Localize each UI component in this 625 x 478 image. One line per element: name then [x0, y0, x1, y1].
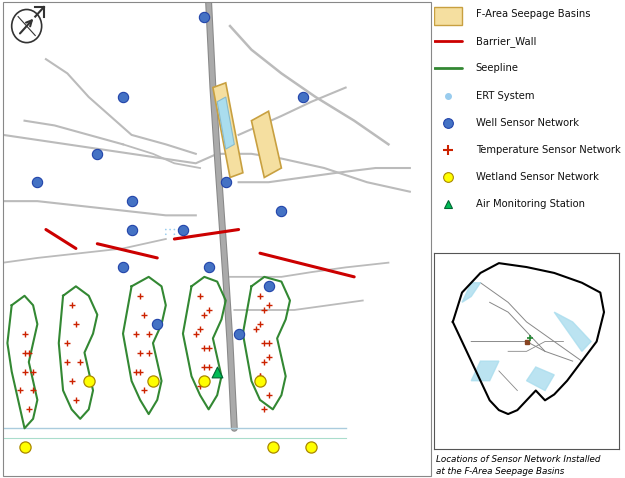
Point — [19, 368, 29, 375]
Text: Seepline: Seepline — [476, 64, 519, 74]
Point — [199, 344, 209, 352]
Point — [127, 197, 137, 205]
Point — [255, 372, 265, 380]
Point — [118, 93, 128, 101]
Point — [259, 339, 269, 347]
Point — [213, 368, 222, 375]
Point — [298, 93, 308, 101]
Text: F-Area Seepage Basins: F-Area Seepage Basins — [476, 9, 590, 19]
Text: Well Sensor Network: Well Sensor Network — [476, 118, 579, 128]
Point — [28, 368, 38, 375]
Point — [264, 282, 274, 290]
Point — [62, 339, 72, 347]
Point — [161, 226, 171, 233]
Point — [135, 292, 145, 300]
Point — [15, 387, 25, 394]
Text: Temperature Sensor Network: Temperature Sensor Network — [476, 145, 621, 155]
Point — [24, 349, 34, 357]
Point — [144, 349, 154, 357]
Text: Air Monitoring Station: Air Monitoring Station — [476, 199, 584, 209]
Polygon shape — [554, 312, 591, 351]
Point — [62, 358, 72, 366]
Point — [127, 226, 137, 233]
Point — [204, 344, 214, 352]
Point — [67, 377, 77, 385]
Point — [191, 330, 201, 337]
Point — [255, 377, 265, 385]
Point — [255, 320, 265, 328]
Point — [195, 292, 205, 300]
Polygon shape — [462, 283, 481, 303]
FancyBboxPatch shape — [434, 7, 462, 25]
Text: Barrier_Wall: Barrier_Wall — [476, 36, 536, 47]
Point — [152, 320, 162, 328]
Point — [165, 226, 175, 233]
Point — [84, 377, 94, 385]
Point — [251, 325, 261, 333]
Point — [169, 226, 179, 233]
Point — [268, 444, 278, 451]
Text: Wetland Sensor Network: Wetland Sensor Network — [476, 172, 599, 182]
Point — [255, 292, 265, 300]
Polygon shape — [526, 367, 554, 391]
Point — [259, 306, 269, 314]
Point — [19, 349, 29, 357]
Point — [264, 302, 274, 309]
Point — [264, 354, 274, 361]
Point — [24, 405, 34, 413]
Point — [135, 349, 145, 357]
Text: Locations of Sensor Network Installed
at the F-Area Seepage Basins: Locations of Sensor Network Installed at… — [436, 455, 600, 476]
Point — [178, 226, 188, 233]
Point — [204, 263, 214, 271]
Point — [199, 311, 209, 318]
Point — [144, 330, 154, 337]
Point — [264, 391, 274, 399]
Point — [161, 230, 171, 238]
Point — [32, 178, 43, 186]
Point — [71, 320, 81, 328]
Polygon shape — [452, 263, 604, 414]
Point — [75, 358, 85, 366]
Point — [259, 405, 269, 413]
Point — [259, 358, 269, 366]
Polygon shape — [213, 83, 243, 177]
Point — [199, 377, 209, 385]
Point — [118, 263, 128, 271]
Point — [204, 363, 214, 370]
Point — [139, 311, 149, 318]
Point — [139, 387, 149, 394]
Polygon shape — [471, 361, 499, 380]
Point — [67, 302, 77, 309]
Point — [199, 363, 209, 370]
Point — [28, 387, 38, 394]
Point — [199, 13, 209, 21]
Point — [204, 306, 214, 314]
Point — [195, 382, 205, 390]
Point — [195, 325, 205, 333]
Point — [255, 372, 265, 380]
Polygon shape — [251, 111, 281, 177]
Point — [276, 207, 286, 215]
Point — [306, 444, 316, 451]
Point — [131, 330, 141, 337]
Point — [19, 330, 29, 337]
Point — [92, 150, 103, 158]
Point — [221, 178, 231, 186]
Point — [19, 444, 29, 451]
Point — [131, 368, 141, 375]
Polygon shape — [217, 97, 234, 149]
Point — [169, 230, 179, 238]
Point — [135, 368, 145, 375]
Text: ERT System: ERT System — [476, 91, 534, 101]
Point — [71, 396, 81, 404]
Point — [148, 377, 158, 385]
Point — [264, 339, 274, 347]
Point — [174, 226, 184, 233]
Point — [234, 330, 244, 337]
